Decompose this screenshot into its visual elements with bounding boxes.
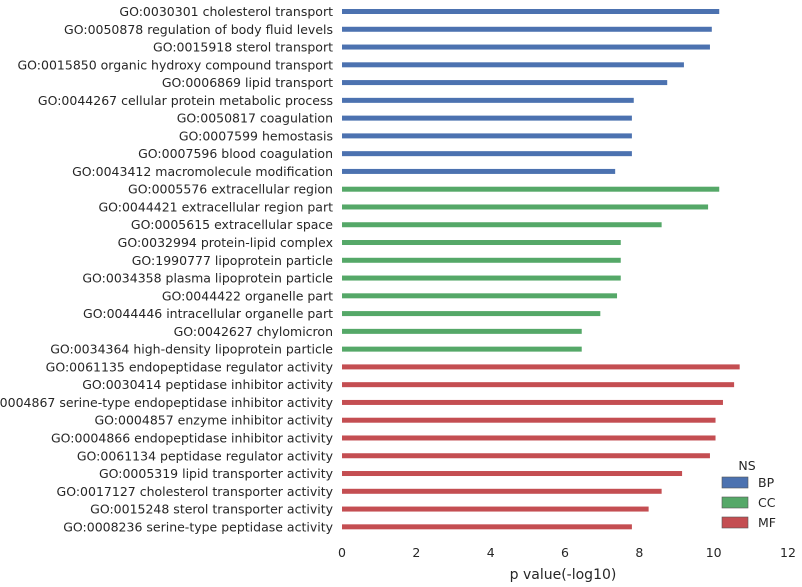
category-label: GO:0004857 enzyme inhibitor activity <box>94 413 333 428</box>
category-label: GO:0030414 peptidase inhibitor activity <box>82 377 333 392</box>
bar-cc <box>342 328 582 334</box>
category-label: GO:0044446 intracellular organelle part <box>83 306 333 321</box>
category-label: GO:0044421 extracellular region part <box>98 199 333 214</box>
bar-bp <box>342 133 632 139</box>
legend-label-mf: MF <box>758 515 776 530</box>
x-tick-label: 12 <box>780 545 796 560</box>
legend-label-cc: CC <box>758 495 776 510</box>
bar-cc <box>342 346 582 352</box>
bar-cc <box>342 293 618 299</box>
category-label: GO:0015918 sterol transport <box>153 40 333 55</box>
category-label: GO:0044267 cellular protein metabolic pr… <box>38 93 333 108</box>
bar-bp <box>342 9 720 14</box>
bar-mf <box>342 453 710 459</box>
category-label: GO:0006869 lipid transport <box>162 75 333 90</box>
bar-bp <box>342 62 684 68</box>
bar-mf <box>342 471 683 477</box>
x-tick-label: 2 <box>412 545 420 560</box>
category-label: GO:0044422 organelle part <box>162 288 333 303</box>
bar-mf <box>342 399 723 405</box>
category-label: GO:0032994 protein-lipid complex <box>118 235 333 250</box>
x-tick-label: 6 <box>561 545 569 560</box>
category-label: GO:0008236 serine-type peptidase activit… <box>63 519 333 534</box>
category-label: GO:0050878 regulation of body fluid leve… <box>64 22 333 37</box>
category-label: GO:0061135 endopeptidase regulator activ… <box>46 359 334 374</box>
legend-swatch-cc <box>721 496 749 509</box>
legend-entries: BP CC MF <box>721 475 776 530</box>
category-label: GO:0015248 sterol transporter activity <box>90 502 333 517</box>
bar-cc <box>342 257 621 263</box>
bar-cc <box>342 240 621 246</box>
category-label: GO:0005319 lipid transporter activity <box>99 466 334 481</box>
category-label: GO:1990777 lipoprotein particle <box>132 253 334 268</box>
x-tick-label: 10 <box>706 545 722 560</box>
category-label: GO:0015850 organic hydroxy compound tran… <box>17 57 333 72</box>
legend-label-bp: BP <box>758 475 775 490</box>
legend: NS BP CC MF <box>721 458 776 530</box>
bar-mf <box>342 524 632 530</box>
category-label: GO:0007599 hemostasis <box>179 128 333 143</box>
category-label: GO:0030301 cholesterol transport <box>119 4 333 19</box>
bar-bp <box>342 151 632 157</box>
category-label: GO:0007596 blood coagulation <box>138 146 333 161</box>
category-label: GO:0043412 macromolecule modification <box>72 164 333 179</box>
bar-bp <box>342 80 668 86</box>
bar-cc <box>342 186 720 192</box>
bar-bp <box>342 44 710 50</box>
bar-mf <box>342 417 716 423</box>
bar-mf <box>342 506 649 512</box>
category-labels: GO:0030301 cholesterol transport GO:00508… <box>0 4 334 534</box>
bar-bp <box>342 115 632 121</box>
bar-bp <box>342 26 712 32</box>
bar-mf <box>342 435 716 441</box>
x-axis-ticks: 0 2 4 6 8 10 12 <box>338 545 796 560</box>
category-label: GO:0061134 peptidase regulator activity <box>77 448 334 463</box>
category-label: GO:0004867 serine-type endopeptidase inh… <box>0 395 334 410</box>
bar-cc <box>342 204 709 210</box>
legend-swatch-mf <box>721 516 749 529</box>
bar-cc <box>342 275 621 281</box>
x-tick-label: 4 <box>487 545 495 560</box>
category-label: GO:0017127 cholesterol transporter activ… <box>57 484 334 499</box>
bar-cc <box>342 222 662 228</box>
legend-swatch-bp <box>721 476 749 489</box>
bars-layer <box>342 9 740 530</box>
category-label: GO:0034358 plasma lipoprotein particle <box>82 271 333 286</box>
category-label: GO:0004866 endopeptidase inhibitor activ… <box>51 430 334 445</box>
x-tick-label: 0 <box>338 545 346 560</box>
category-label: GO:0042627 chylomicron <box>174 324 333 339</box>
category-label: GO:0050817 coagulation <box>177 111 333 126</box>
bar-bp <box>342 168 616 174</box>
bar-cc <box>342 311 601 317</box>
bar-bp <box>342 97 634 103</box>
x-tick-label: 8 <box>635 545 643 560</box>
bar-mf <box>342 382 735 388</box>
category-label: GO:0005615 extracellular space <box>131 217 333 232</box>
category-label: GO:0005576 extracellular region <box>128 182 333 197</box>
category-label: GO:0034364 high-density lipoprotein part… <box>50 342 333 357</box>
x-axis-label: p value(-log10) <box>510 567 617 583</box>
bar-mf <box>342 364 740 370</box>
legend-title: NS <box>738 458 755 473</box>
bar-mf <box>342 488 662 494</box>
